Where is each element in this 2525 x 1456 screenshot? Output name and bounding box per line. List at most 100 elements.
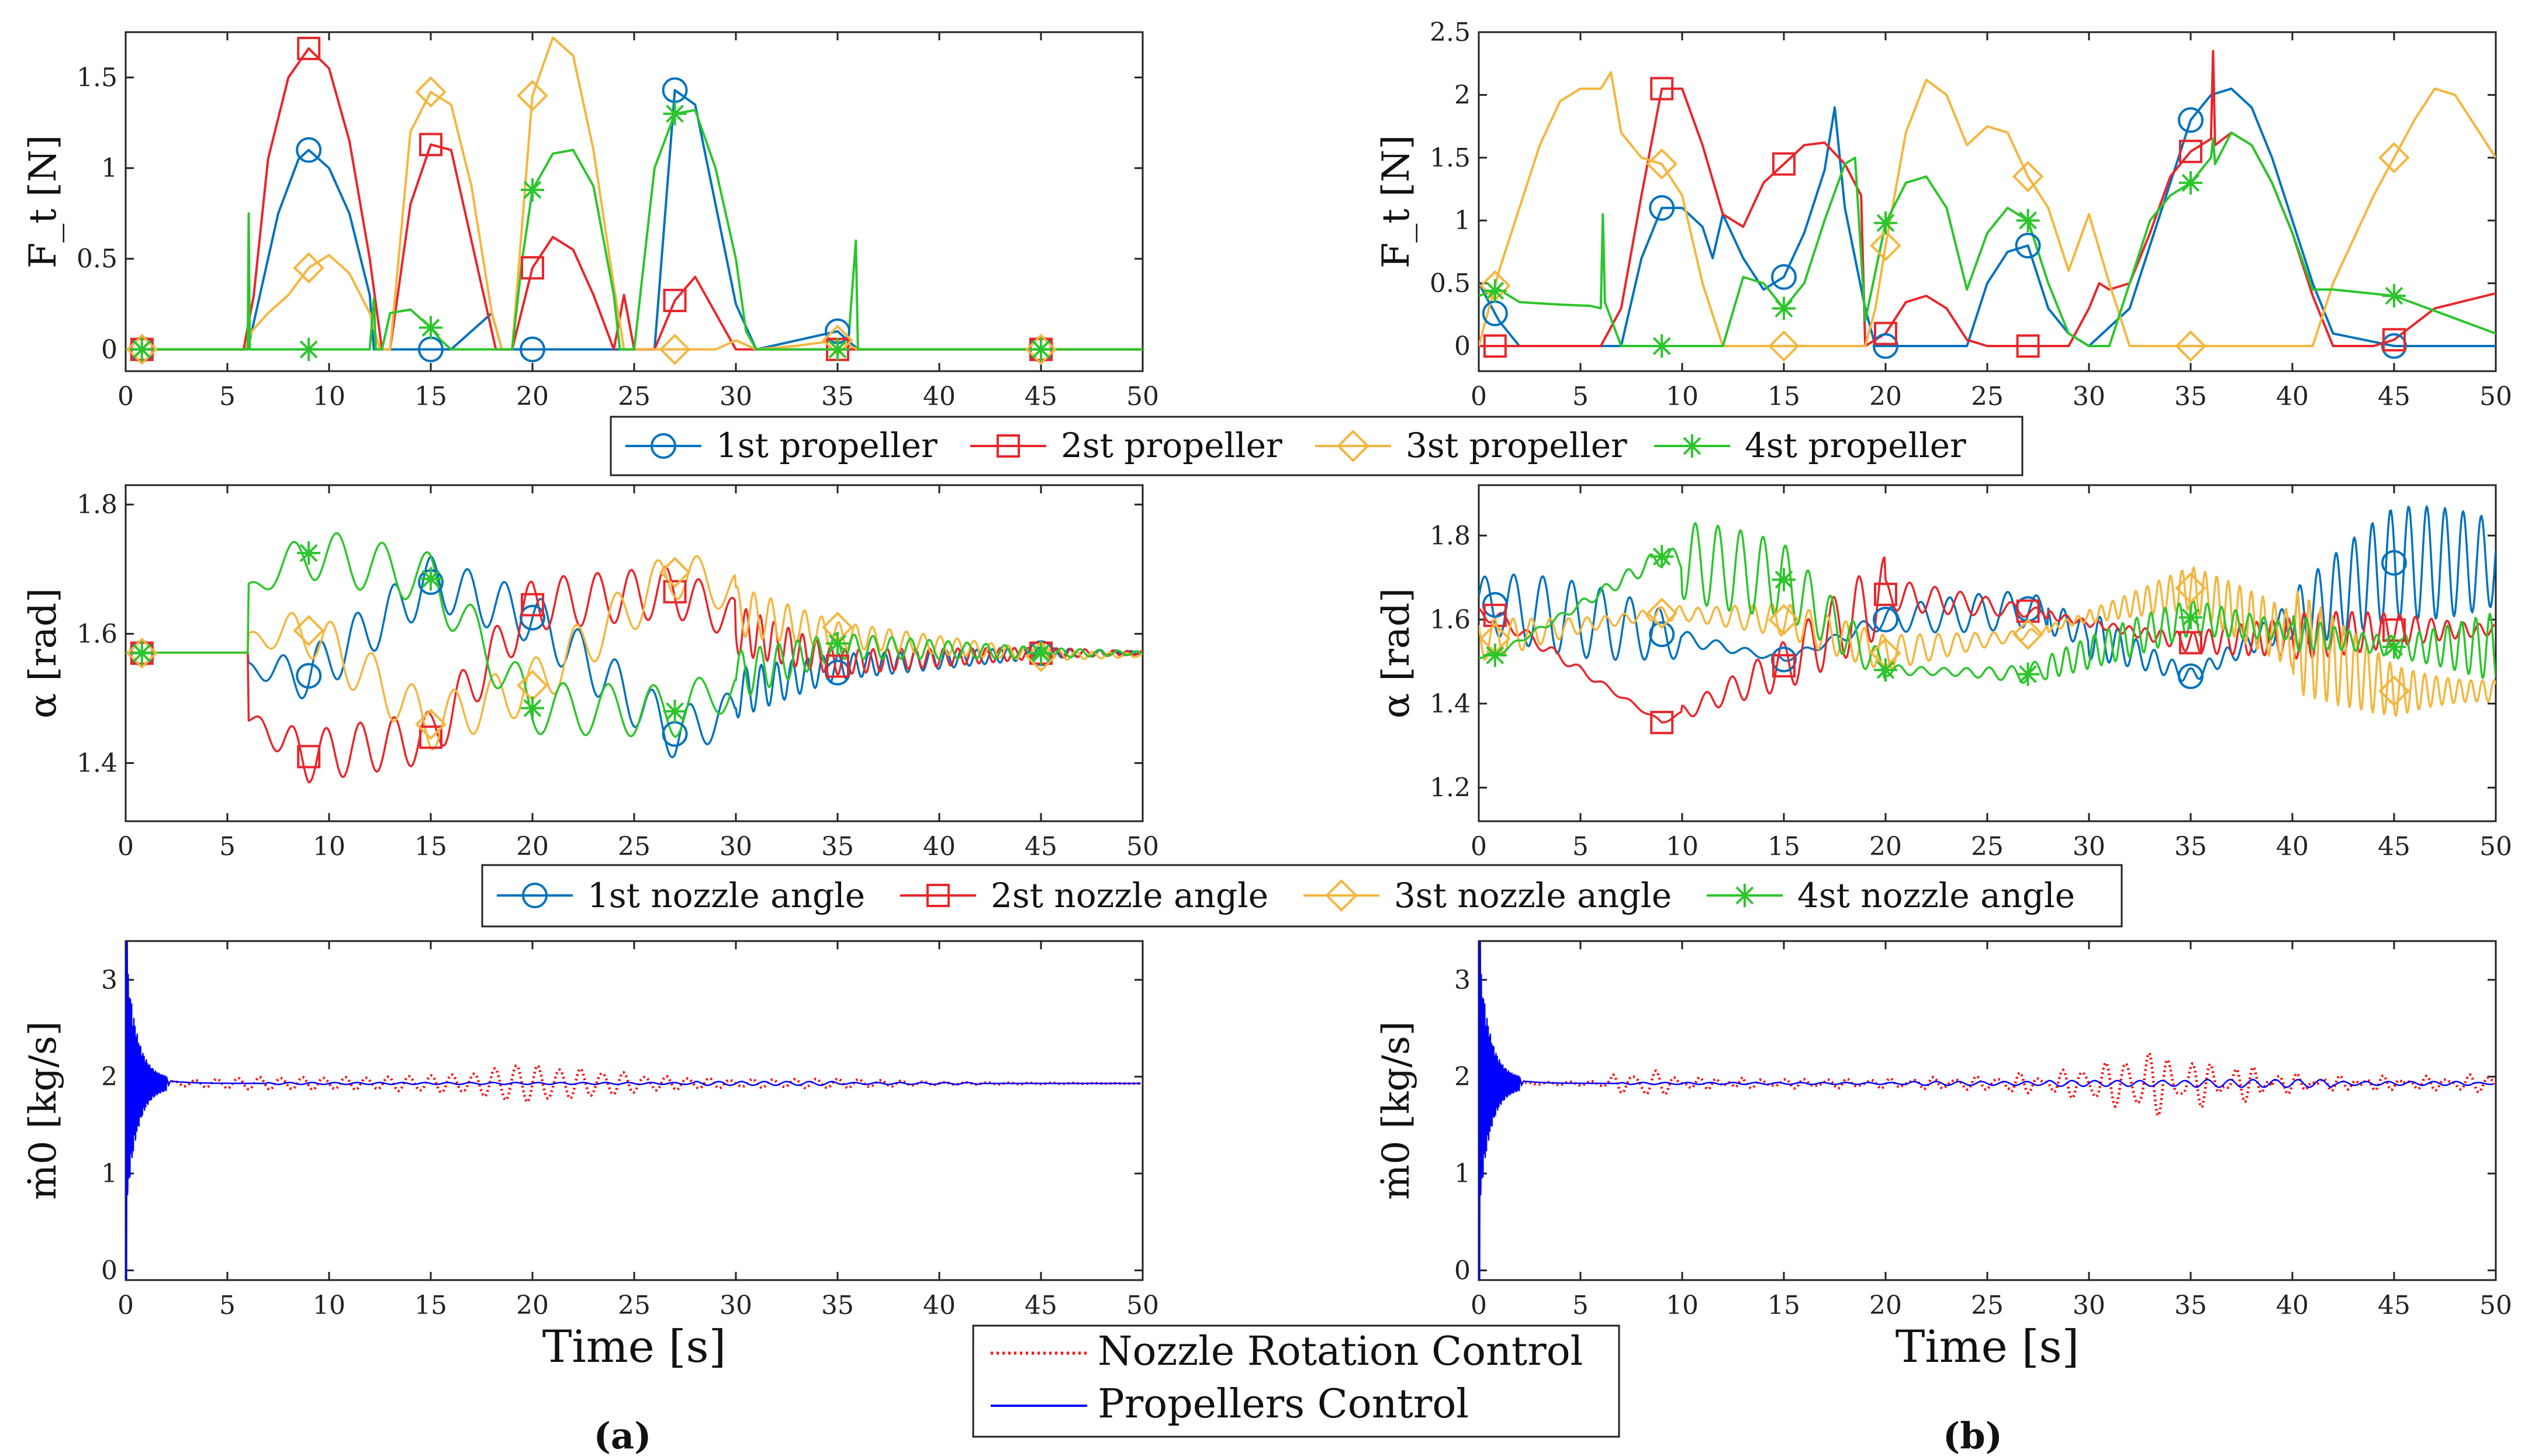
x-tick-label: 5 xyxy=(1572,382,1589,411)
series-1-line xyxy=(1479,505,2496,682)
angle_a-ylabel: α [rad] xyxy=(22,588,65,718)
legend-thrust-4: 4st propeller xyxy=(1745,426,1966,465)
x-tick-label: 5 xyxy=(219,1291,236,1320)
diamond-marker xyxy=(1025,641,1057,672)
circle-marker xyxy=(296,137,322,163)
x-tick-label: 30 xyxy=(720,1291,752,1320)
x-tick-label: 40 xyxy=(923,1291,956,1320)
diamond-marker xyxy=(1768,330,1800,362)
square-marker xyxy=(419,133,442,157)
massflow_a-xlabel: Time [s] xyxy=(542,1320,727,1372)
y-tick-label: 0 xyxy=(101,335,117,365)
y-tick-label: 1.4 xyxy=(1430,689,1471,719)
star-marker xyxy=(419,567,442,591)
x-tick-label: 30 xyxy=(2073,1291,2105,1320)
circle-marker xyxy=(1771,264,1797,290)
x-tick-label: 35 xyxy=(821,832,854,862)
x-tick-label: 30 xyxy=(720,832,752,862)
x-tick-label: 20 xyxy=(1869,382,1902,411)
thrust_a-series xyxy=(126,36,1143,365)
star-marker xyxy=(419,316,442,340)
angle_a-series xyxy=(126,532,1143,784)
nozzle-rotation-line xyxy=(126,1064,1143,1104)
x-tick-label: 45 xyxy=(2378,832,2410,862)
legend-thrust-2: 2st propeller xyxy=(1061,426,1282,465)
x-tick-label: 15 xyxy=(414,1291,447,1320)
propellers-control-line xyxy=(126,941,1141,1280)
massflow_b-axes: 0 5 10 15 20 25 30 35 40 45 50 0 1 2 3 ṁ0 [kg/s] Time [s… xyxy=(1375,940,2512,1372)
thrust_a-axes: 0 5 10 15 20 25 30 35 40 45 50 0 0.5 1 1.5 F_t [N] xyxy=(22,31,1159,411)
legend-star-icon xyxy=(1680,434,1704,458)
legend-massflow-2: Propellers Control xyxy=(1098,1381,1469,1427)
legend-circle-icon xyxy=(651,433,676,459)
x-tick-label: 10 xyxy=(313,832,345,862)
angle_b-ylabel: α [rad] xyxy=(1375,588,1418,718)
angle_b-series xyxy=(1479,505,2496,735)
y-tick-label: 0.5 xyxy=(77,244,117,274)
x-tick-label: 50 xyxy=(2479,1291,2512,1320)
y-tick-label: 3 xyxy=(1454,965,1471,995)
x-tick-label: 30 xyxy=(2073,832,2105,862)
x-tick-label: 40 xyxy=(923,382,956,411)
square-marker xyxy=(826,654,849,678)
square-marker xyxy=(2382,328,2406,352)
square-marker xyxy=(1483,334,1507,358)
square-marker xyxy=(1650,711,1674,735)
star-marker xyxy=(2382,284,2406,308)
square-marker xyxy=(1650,77,1674,101)
diamond-marker xyxy=(415,76,447,108)
y-tick-label: 0 xyxy=(101,1256,117,1285)
x-tick-label: 45 xyxy=(2378,382,2410,411)
x-tick-label: 35 xyxy=(2174,1291,2207,1320)
square-marker xyxy=(663,289,687,313)
x-tick-label: 0 xyxy=(117,832,134,862)
legend-thrust-3: 3st propeller xyxy=(1406,426,1627,465)
diamond-marker xyxy=(1768,604,1800,635)
circle-marker xyxy=(296,663,322,689)
diamond-marker xyxy=(1646,148,1678,180)
legend-circle-icon xyxy=(522,883,548,908)
y-tick-label: 1.5 xyxy=(1430,143,1471,173)
x-tick-label: 5 xyxy=(1572,1291,1589,1320)
x-tick-label: 40 xyxy=(923,832,956,862)
series-1-line xyxy=(126,555,1143,759)
x-tick-label: 15 xyxy=(1767,832,1800,862)
massflow_b-ylabel: ṁ0 [kg/s] xyxy=(1375,1021,1418,1200)
y-tick-label: 1 xyxy=(101,154,117,184)
legend-square-icon xyxy=(926,884,950,907)
x-tick-label: 0 xyxy=(117,382,134,411)
star-marker xyxy=(2382,635,2406,659)
thrust_b-ylabel: F_t [N] xyxy=(1375,135,1418,268)
x-tick-label: 45 xyxy=(1025,832,1057,862)
x-tick-label: 30 xyxy=(720,382,752,411)
y-tick-label: 0.5 xyxy=(1430,269,1471,299)
circle-marker xyxy=(1873,607,1898,632)
series-3-line xyxy=(1479,566,2496,717)
legend-square-icon xyxy=(997,434,1020,458)
thrust_b-plot-area xyxy=(1478,31,2497,372)
x-tick-label: 25 xyxy=(1971,382,2004,411)
circle-marker xyxy=(1649,621,1675,648)
y-tick-label: 1 xyxy=(101,1159,117,1189)
star-marker xyxy=(826,631,849,655)
x-tick-label: 35 xyxy=(2174,832,2207,862)
square-marker xyxy=(1874,321,1897,345)
series-4-line xyxy=(1479,131,2496,347)
star-marker xyxy=(1874,658,1897,682)
massflow_a-series xyxy=(126,941,1143,1280)
series-1-line xyxy=(126,89,1143,351)
x-tick-label: 35 xyxy=(821,1291,854,1320)
legend-angle-4: 4st nozzle angle xyxy=(1797,876,2075,915)
star-marker xyxy=(297,337,321,361)
x-tick-label: 50 xyxy=(2479,382,2512,411)
x-tick-label: 25 xyxy=(1971,1291,2004,1320)
x-tick-label: 40 xyxy=(2276,1291,2309,1320)
x-tick-label: 0 xyxy=(1471,832,1487,862)
x-tick-label: 25 xyxy=(618,1291,651,1320)
thrust-legend: 1st propeller 2st propeller 3st propelle… xyxy=(610,416,2024,476)
x-tick-label: 25 xyxy=(1971,832,2004,862)
x-tick-label: 50 xyxy=(2479,832,2512,862)
diamond-marker xyxy=(126,333,158,365)
massflow-legend: Nozzle Rotation Control Propellers Contr… xyxy=(972,1324,1620,1438)
x-tick-label: 10 xyxy=(1666,382,1699,411)
